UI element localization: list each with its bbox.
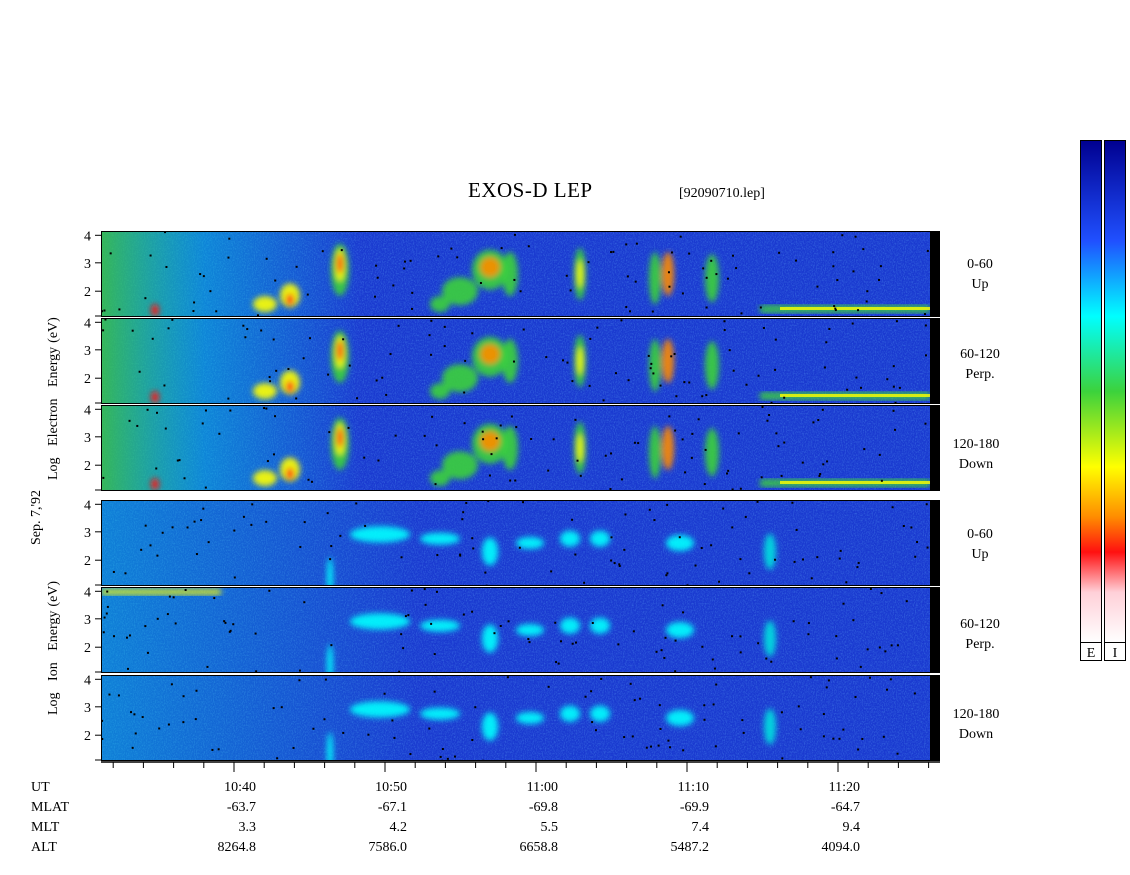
footer-value-mlt: 9.4 <box>842 820 861 835</box>
colorbar-label-i: I <box>1113 646 1118 661</box>
y-tick-label: 3 <box>84 701 91 716</box>
footer-value-alt: 5487.2 <box>670 840 710 855</box>
y-tick-label: 4 <box>84 403 91 418</box>
spectrogram-panel-ion-120-180: 2 3 4 <box>84 673 940 761</box>
y-tick-label: 4 <box>84 585 91 600</box>
y-tick-label: 2 <box>84 641 91 656</box>
y-tick-label: 4 <box>84 673 91 688</box>
footer-label-mlat: MLAT <box>31 800 70 815</box>
footer-value-ut: 11:10 <box>677 780 709 795</box>
ion-ylabel: Log Ion Energy (eV) <box>46 580 61 715</box>
panel-label-ion-0-60: 0-60 Up <box>967 527 993 562</box>
y-tick-label: 4 <box>84 229 91 244</box>
footer-value-mlt: 5.5 <box>540 820 559 835</box>
footer-value-mlat: -69.8 <box>528 800 558 815</box>
footer-value-ut: 11:20 <box>828 780 860 795</box>
footer-value-alt: 4094.0 <box>821 840 861 855</box>
footer-value-alt: 8264.8 <box>217 840 257 855</box>
footer-value-mlat: -64.7 <box>830 800 860 815</box>
date-label: Sep. 7,'92 <box>29 489 44 545</box>
footer-value-mlt: 4.2 <box>389 820 408 835</box>
spectrogram-panel-electron-0-60: 2 3 4 <box>84 229 940 317</box>
footer-value-mlat: -63.7 <box>226 800 256 815</box>
panel-label-electron-0-60: 0-60 Up <box>967 257 993 292</box>
footer-label-mlt: MLT <box>31 820 60 835</box>
colorbar-e <box>1080 140 1102 643</box>
footer-value-mlt: 7.4 <box>691 820 710 835</box>
chart-title: EXOS-D LEP <box>468 178 593 202</box>
y-tick-label: 2 <box>84 372 91 387</box>
spectrogram-panel-electron-60-120: 2 3 4 <box>84 316 940 404</box>
colorbar-label-e: E <box>1087 646 1096 661</box>
footer-value-alt: 7586.0 <box>368 840 408 855</box>
footer-value-mlat: -67.1 <box>377 800 407 815</box>
spectrogram-panel-electron-120-180: 2 3 4 <box>84 403 940 491</box>
electron-ylabel: Log Electron Energy (eV) <box>46 317 61 480</box>
footer-label-alt: ALT <box>31 840 57 855</box>
y-tick-label: 4 <box>84 316 91 331</box>
y-tick-label: 3 <box>84 344 91 359</box>
y-tick-label: 2 <box>84 459 91 474</box>
spectrogram-panel-ion-0-60: 2 3 4 <box>84 498 940 586</box>
y-tick-label: 2 <box>84 729 91 744</box>
panel-label-electron-60-120: 60-120 Perp. <box>960 347 1000 382</box>
colorbars: E I <box>1080 140 1126 661</box>
footer-value-ut: 10:50 <box>375 780 407 795</box>
footer-value-ut: 11:00 <box>526 780 558 795</box>
colorbar-i <box>1104 140 1126 643</box>
y-tick-label: 2 <box>84 285 91 300</box>
y-tick-label: 3 <box>84 257 91 272</box>
panel-label-ion-120-180: 120-180 Down <box>952 707 1000 742</box>
footer-value-alt: 6658.8 <box>519 840 559 855</box>
footer-value-mlat: -69.9 <box>679 800 709 815</box>
y-tick-label: 3 <box>84 526 91 541</box>
footer-value-ut: 10:40 <box>224 780 256 795</box>
spectrogram-panel-ion-60-120: 2 3 4 <box>84 585 940 673</box>
y-tick-label: 4 <box>84 498 91 513</box>
file-label: [92090710.lep] <box>679 186 765 201</box>
footer-value-mlt: 3.3 <box>238 820 257 835</box>
y-tick-label: 2 <box>84 554 91 569</box>
footer-label-ut: UT <box>31 780 50 795</box>
y-tick-label: 3 <box>84 431 91 446</box>
panel-label-electron-120-180: 120-180 Down <box>952 437 1000 472</box>
panel-label-ion-60-120: 60-120 Perp. <box>960 617 1000 652</box>
y-tick-label: 3 <box>84 613 91 628</box>
